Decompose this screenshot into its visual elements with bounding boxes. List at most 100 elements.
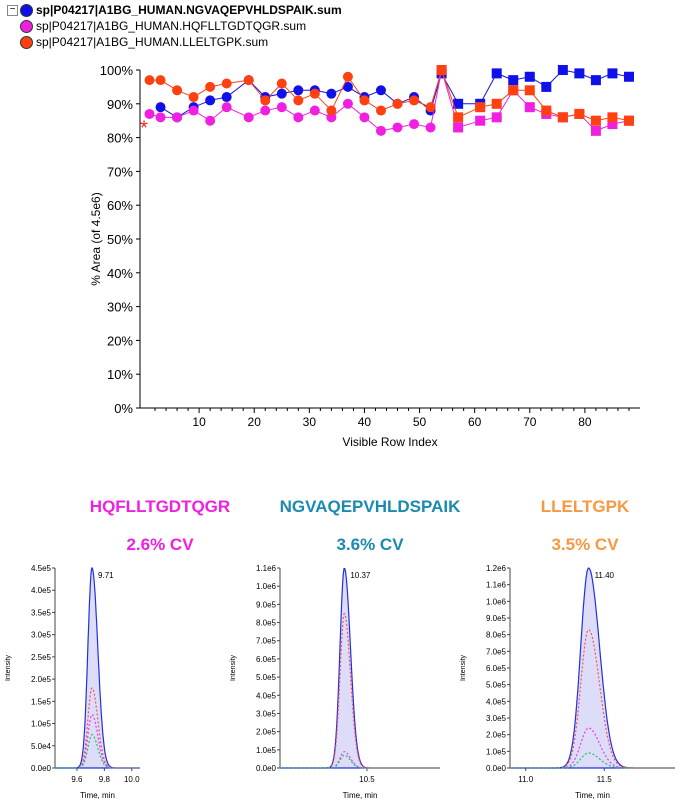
data-point: [524, 71, 535, 82]
y-tick-label: 3.0e5: [31, 631, 52, 640]
data-point: [205, 95, 216, 106]
data-point: [188, 92, 199, 103]
transition-peak: [280, 754, 440, 769]
transition-peak: [510, 727, 675, 769]
cv-label-3: 3.5% CV: [551, 535, 619, 554]
data-point: [475, 115, 486, 126]
area-chart: 0% 10% 20% 30% 40% 50% 60% 70% 80% 90% 100% 10 20 30 4…: [89, 63, 640, 449]
legend-item-hqfll[interactable]: sp|P04217|A1BG_HUMAN.HQFLLTGDTQGR.sum: [0, 18, 342, 34]
data-point: [607, 119, 618, 130]
y-tick-label: 4.5e5: [31, 564, 52, 573]
y-tick-label: 6.0e5: [486, 664, 507, 673]
peptide-title-3: LLELTGPK: [540, 497, 630, 516]
y-tick-label: 5.0e5: [256, 673, 277, 682]
x-tick-label: 70: [523, 415, 537, 429]
data-point: [392, 122, 403, 133]
y-tick-label: 4.0e5: [31, 586, 52, 595]
y-tick-label: 20%: [107, 333, 133, 348]
x-tick-label: 20: [248, 415, 262, 429]
peptide-title-2: NGVAQEPVHLDSPAIK: [279, 497, 461, 516]
series-line-NGVAQEPVHLDSPAIK: [160, 69, 630, 118]
y-tick-label: 1.0e5: [31, 720, 52, 729]
data-point: [508, 85, 519, 96]
y-tick-label: 7.0e5: [486, 647, 507, 656]
chromatogram-3: 0.0e0 1.0e5 2.0e5 3.0e5 4.0e5 5.0e5 6.0e5 7.0e5…: [460, 564, 675, 800]
y-tick-label: 80%: [107, 131, 133, 146]
legend-item-ngvaq[interactable]: − sp|P04217|A1BG_HUMAN.NGVAQEPVHLDSPAIK.s…: [0, 2, 342, 18]
data-point: [541, 81, 552, 92]
data-point: [590, 75, 601, 86]
transition-peak: [510, 629, 675, 769]
total-peak: [510, 567, 675, 769]
transition-peak: [55, 734, 140, 769]
data-point: [309, 105, 320, 116]
collapse-icon[interactable]: −: [7, 4, 18, 16]
series-line-LLELTGPK: [149, 68, 630, 122]
data-point: [155, 75, 166, 86]
legend-marker-icon: [20, 35, 33, 49]
y-tick-label: 9.0e5: [256, 600, 277, 609]
legend-label: sp|P04217|A1BG_HUMAN.LLELTGPK.sum: [36, 35, 269, 49]
y-tick-label: 0.0e0: [256, 764, 277, 773]
y-tick-label: 1.2e6: [486, 564, 507, 573]
y-tick-label: 3.0e5: [256, 709, 277, 718]
x-tick-label: 9.6: [71, 775, 83, 784]
data-point: [293, 85, 304, 96]
data-point: [524, 85, 535, 96]
data-point: [541, 105, 552, 116]
y-tick-label: 2.5e5: [31, 653, 52, 662]
y-tick-label: 3.5e5: [31, 608, 52, 617]
y-axis-label: Intensity: [460, 654, 467, 681]
y-tick-label: 0%: [114, 401, 133, 416]
y-tick-label: 5.0e5: [486, 681, 507, 690]
y-tick-label: 2.0e5: [256, 728, 277, 737]
data-point: [326, 105, 337, 116]
legend-label: sp|P04217|A1BG_HUMAN.HQFLLTGDTQGR.sum: [36, 19, 307, 33]
peak-rt-label: 10.37: [350, 571, 371, 580]
data-point: [491, 98, 502, 109]
y-tick-label: 1.5e5: [31, 697, 52, 706]
x-tick-label: 30: [303, 415, 317, 429]
data-point: [557, 65, 568, 75]
data-point: [375, 105, 386, 116]
y-tick-label: 4.0e5: [486, 697, 507, 706]
data-point: [326, 88, 337, 99]
data-point: [607, 112, 618, 123]
x-axis-label: Time, min: [80, 791, 115, 800]
data-point: [144, 75, 155, 86]
data-point: [144, 108, 155, 119]
data-point: [375, 125, 386, 136]
legend-marker-icon: [20, 19, 33, 33]
transition-peak: [280, 613, 440, 769]
legend-item-llelt[interactable]: sp|P04217|A1BG_HUMAN.LLELTGPK.sum: [0, 34, 342, 50]
total-peak: [280, 568, 440, 769]
chromatogram-2: 0.0e0 1.0e5 2.0e5 3.0e5 4.0e5 5.0e5 6.0e5 7.0e5…: [230, 564, 440, 800]
data-point: [293, 95, 304, 106]
x-tick-label: 11.5: [597, 775, 613, 784]
y-tick-label: 40%: [107, 266, 133, 281]
y-tick-label: 70%: [107, 164, 133, 179]
y-tick-label: 6.0e5: [256, 655, 277, 664]
y-tick-label: 1.0e6: [486, 597, 507, 606]
data-point: [375, 85, 386, 96]
data-point: [205, 81, 216, 92]
data-point: [623, 71, 634, 82]
data-point: [155, 102, 166, 113]
y-tick-label: 9.0e5: [486, 614, 507, 623]
data-point: [453, 98, 464, 109]
y-tick-label: 2.0e5: [31, 675, 52, 684]
y-tick-label: 50%: [107, 232, 133, 247]
data-point: [260, 95, 271, 106]
star-marker: *: [140, 117, 148, 139]
y-tick-label: 8.0e5: [486, 631, 507, 640]
data-point: [524, 102, 535, 113]
y-tick-label: 2.0e5: [486, 731, 507, 740]
data-point: [409, 119, 420, 130]
data-point: [243, 112, 254, 123]
data-point: [491, 68, 502, 79]
x-axis-label: Time, min: [343, 791, 378, 800]
series-line-HQFLLTGDTQGR: [149, 69, 630, 132]
data-point: [276, 78, 287, 89]
data-point: [205, 115, 216, 126]
data-point: [453, 122, 464, 133]
